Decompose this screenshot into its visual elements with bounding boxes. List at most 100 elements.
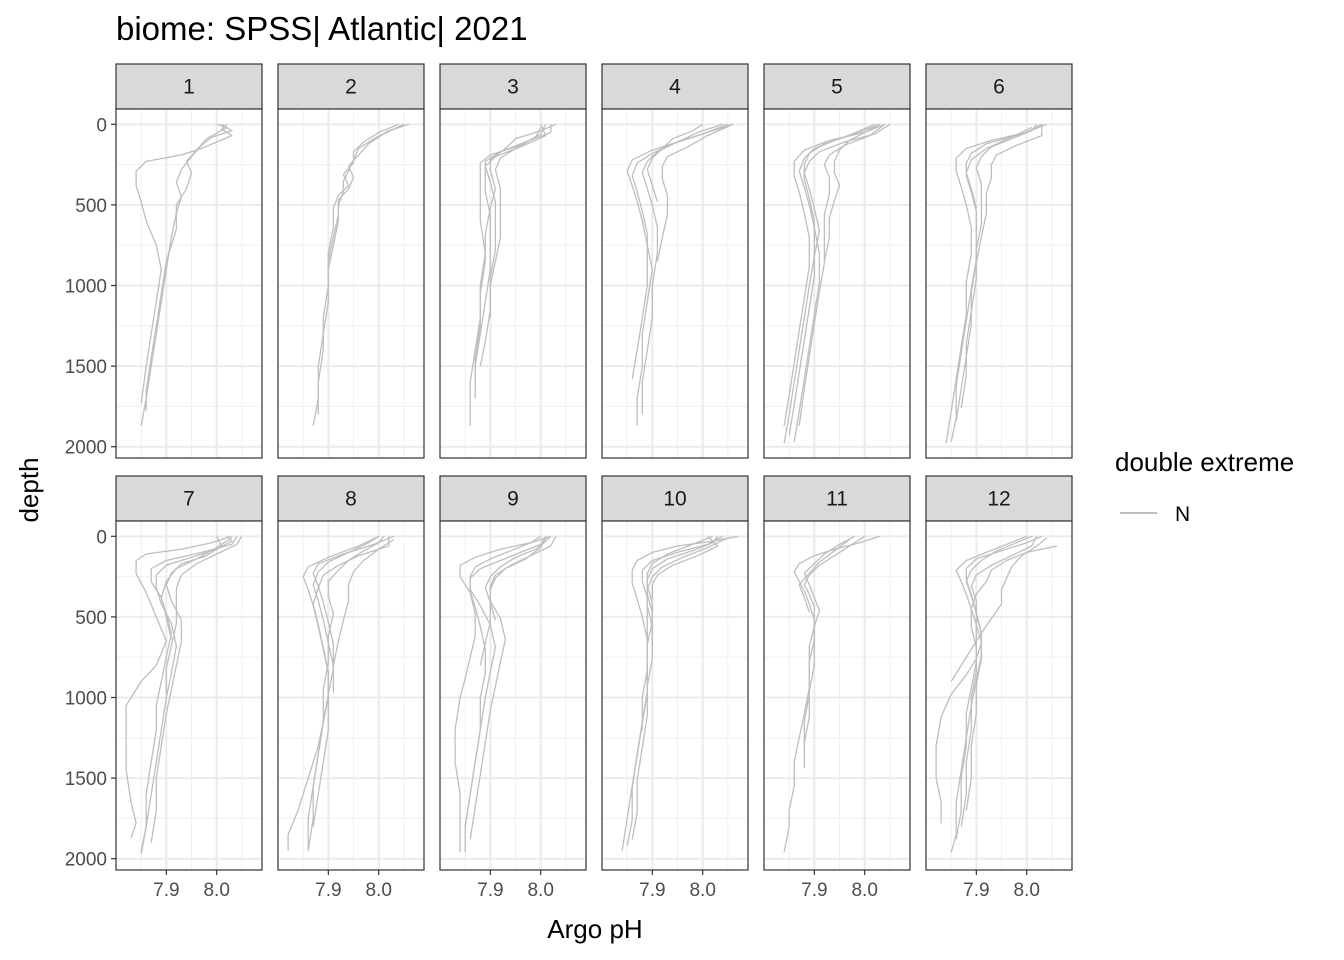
- panel-grid: [764, 521, 910, 870]
- profile-line: [165, 535, 243, 695]
- profile-line: [955, 535, 1038, 840]
- y-tick-label: 0: [96, 527, 107, 548]
- profile-lines: [135, 123, 233, 426]
- facet-strip-label: 12: [987, 488, 1010, 511]
- facet-panel-6: 6: [925, 63, 1073, 459]
- panel-background: [278, 521, 424, 870]
- legend: double extreme N: [1115, 447, 1294, 526]
- facet-panel-9: 9 7.9 8.0: [439, 475, 587, 901]
- facet-strip-label: 10: [663, 488, 686, 511]
- legend-title: double extreme: [1115, 447, 1294, 477]
- facet-strip-label: 1: [183, 76, 195, 99]
- profile-line: [469, 124, 547, 426]
- profile-line: [140, 535, 238, 855]
- profile-line: [823, 123, 881, 262]
- panel-border: [277, 520, 425, 871]
- panel-border: [277, 108, 425, 459]
- facet-strip: [439, 63, 587, 110]
- y-axis-title: depth: [14, 457, 44, 522]
- profile-lines: [621, 535, 739, 851]
- profile-line: [135, 123, 233, 404]
- profile-line: [125, 535, 233, 839]
- panel-background: [602, 109, 748, 458]
- profile-line: [950, 123, 1048, 443]
- panel-background: [764, 109, 910, 458]
- panel-background: [926, 109, 1072, 458]
- facet-panel-1: 1 0 500 1000 1500 2000: [65, 63, 263, 459]
- y-tick-label: 500: [75, 608, 107, 629]
- facet-panel-7: 7 0 500 1000 1500 2000 7.9 8.0: [65, 475, 263, 901]
- y-tick-label: 1500: [65, 357, 107, 378]
- profile-lines: [454, 535, 557, 853]
- panel-background: [602, 521, 748, 870]
- facet-strip: [763, 63, 911, 110]
- panel-border: [925, 520, 1073, 871]
- x-tick-label: 7.9: [963, 880, 989, 901]
- profile-line: [626, 535, 724, 846]
- profile-line: [312, 535, 380, 693]
- x-tick-label: 8.0: [365, 880, 391, 901]
- panel-grid: [926, 109, 1072, 458]
- panel-background: [926, 521, 1072, 870]
- profile-lines: [626, 123, 734, 426]
- profile-line: [960, 123, 1038, 409]
- profile-line: [798, 123, 886, 426]
- profile-line: [454, 535, 551, 853]
- profile-lines: [783, 535, 880, 853]
- profile-line: [945, 123, 1043, 444]
- panel-border: [439, 108, 587, 459]
- chart-title: biome: SPSS| Atlantic| 2021: [116, 10, 528, 47]
- facet-panel-10: 10 7.9 8.0: [601, 475, 749, 901]
- x-tick-label: 7.9: [477, 880, 503, 901]
- x-tick-label: 8.0: [1013, 880, 1039, 901]
- x-tick-label: 7.9: [801, 880, 827, 901]
- facet-strip-label: 11: [826, 488, 848, 511]
- panel-border: [601, 520, 749, 871]
- y-tick-label: 1000: [65, 277, 107, 298]
- profile-line: [793, 123, 876, 443]
- profile-lines: [312, 123, 410, 426]
- panel-grid: [602, 521, 748, 870]
- panel-background: [278, 109, 424, 458]
- facet-strip: [277, 63, 425, 110]
- panel-grid: [440, 521, 586, 870]
- profile-line: [955, 124, 1043, 421]
- facet-strip: [115, 475, 263, 522]
- panel-background: [116, 109, 262, 458]
- panel-grid: [278, 521, 424, 870]
- panel-background: [116, 521, 262, 870]
- profile-line: [327, 123, 400, 278]
- facet-strip: [925, 63, 1073, 110]
- profile-line: [631, 123, 729, 380]
- profile-lines: [125, 535, 243, 855]
- profile-line: [960, 545, 1058, 827]
- profile-line: [641, 123, 723, 415]
- y-tick-label: 2000: [65, 850, 107, 871]
- profile-lines: [783, 123, 891, 444]
- y-tick-label: 0: [96, 115, 107, 136]
- profile-line: [965, 126, 1032, 209]
- panel-border: [115, 520, 263, 871]
- facet-panel-11: 11 7.9 8.0: [763, 475, 911, 901]
- x-tick-label: 8.0: [851, 880, 877, 901]
- x-axis-title: Argo pH: [547, 914, 642, 944]
- profile-line: [646, 537, 729, 650]
- panel-background: [440, 109, 586, 458]
- facet-strip: [115, 63, 263, 110]
- y-tick-label: 1500: [65, 769, 107, 790]
- profile-line: [307, 535, 385, 851]
- profile-line: [803, 535, 855, 750]
- profile-line: [479, 537, 547, 666]
- panel-border: [763, 520, 911, 871]
- facet-strip: [439, 475, 587, 522]
- facet-strip-label: 9: [507, 488, 519, 511]
- profile-line: [651, 535, 719, 600]
- x-tick-label: 8.0: [689, 880, 715, 901]
- profile-line: [641, 535, 714, 730]
- panel-border: [601, 108, 749, 459]
- profile-lines: [935, 535, 1058, 853]
- facet-strip-label: 7: [183, 488, 195, 511]
- facet-panel-4: 4: [601, 63, 749, 459]
